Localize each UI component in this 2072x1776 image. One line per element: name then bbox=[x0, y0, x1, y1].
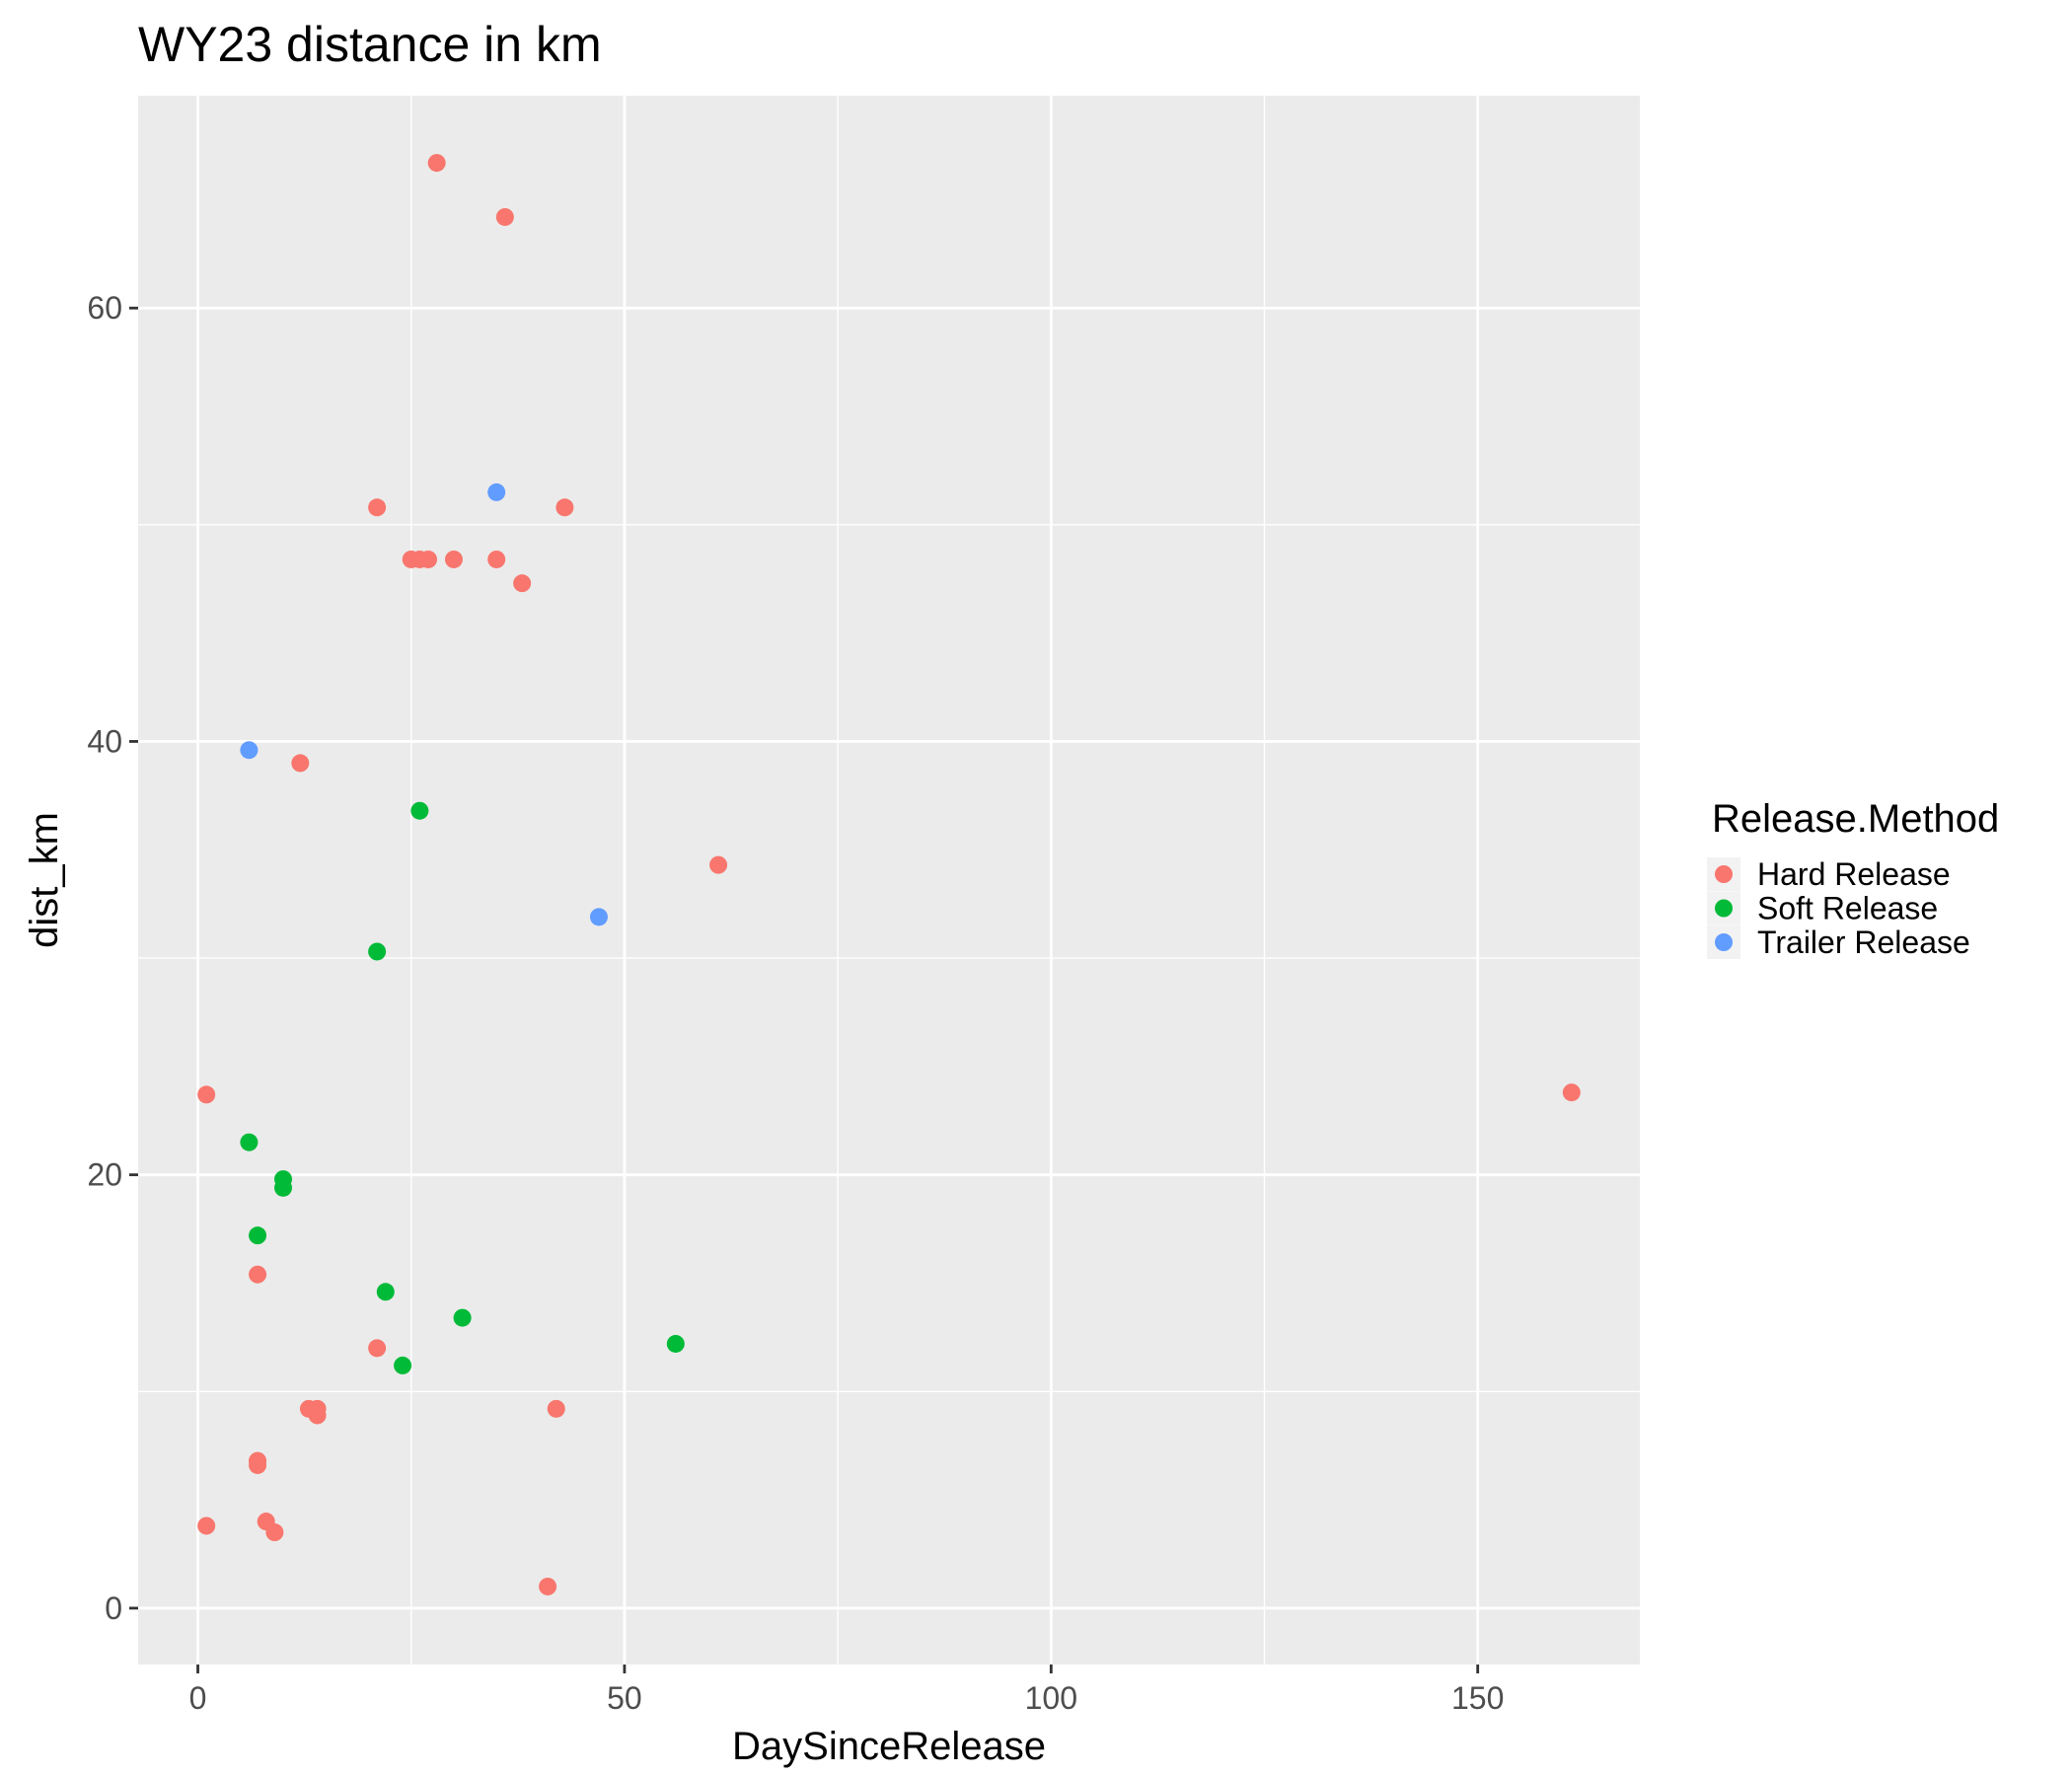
y-tick-label: 0 bbox=[105, 1591, 122, 1626]
y-tick-label: 40 bbox=[87, 723, 122, 759]
data-point bbox=[513, 574, 532, 593]
legend-label: Trailer Release bbox=[1757, 925, 1970, 960]
data-point bbox=[1562, 1083, 1581, 1102]
data-point bbox=[495, 207, 514, 226]
data-points bbox=[197, 154, 1581, 1595]
data-point bbox=[453, 1308, 472, 1327]
data-point bbox=[249, 1451, 267, 1470]
legend-key-marker bbox=[1715, 933, 1733, 951]
data-point bbox=[547, 1399, 565, 1418]
data-point bbox=[197, 1517, 216, 1535]
legend-key-marker bbox=[1715, 865, 1733, 883]
data-point bbox=[240, 741, 259, 760]
x-tick-label: 100 bbox=[1025, 1680, 1077, 1716]
data-point bbox=[368, 498, 387, 517]
data-point bbox=[427, 154, 446, 173]
data-point bbox=[487, 550, 506, 568]
data-point bbox=[419, 550, 438, 568]
data-point bbox=[555, 498, 574, 517]
y-axis-title: dist_km bbox=[23, 812, 66, 948]
x-tick-label: 0 bbox=[189, 1680, 207, 1716]
data-point bbox=[249, 1265, 267, 1284]
x-tick-label: 50 bbox=[607, 1680, 642, 1716]
legend-key-marker bbox=[1715, 899, 1733, 918]
data-point bbox=[240, 1133, 259, 1151]
data-point bbox=[197, 1085, 216, 1104]
x-axis-ticks: 0 50 100 150 bbox=[189, 1665, 1504, 1716]
data-point bbox=[291, 754, 310, 773]
y-axis-ticks: 0 20 40 60 bbox=[87, 290, 138, 1626]
plot-panel bbox=[138, 96, 1640, 1665]
data-point bbox=[376, 1283, 395, 1301]
data-point bbox=[589, 908, 608, 926]
data-point bbox=[444, 550, 463, 568]
chart-title: WY23 distance in km bbox=[138, 17, 602, 72]
y-tick-label: 60 bbox=[87, 290, 122, 326]
y-tick-label: 20 bbox=[87, 1157, 122, 1193]
legend-title: Release.Method bbox=[1712, 797, 1999, 841]
data-point bbox=[368, 1339, 387, 1358]
data-point bbox=[666, 1334, 685, 1353]
data-point bbox=[265, 1523, 284, 1542]
data-point bbox=[274, 1178, 293, 1197]
major-gridlines bbox=[138, 96, 1640, 1665]
data-point bbox=[308, 1406, 327, 1425]
x-tick-label: 150 bbox=[1451, 1680, 1504, 1716]
legend-label: Soft Release bbox=[1757, 891, 1938, 926]
data-point bbox=[249, 1226, 267, 1245]
legend-label: Hard Release bbox=[1757, 856, 1951, 892]
data-point bbox=[487, 482, 506, 501]
data-point bbox=[394, 1356, 412, 1374]
x-axis-title: DaySinceRelease bbox=[732, 1725, 1046, 1768]
data-point bbox=[709, 855, 728, 874]
data-point bbox=[539, 1577, 557, 1595]
data-point bbox=[368, 942, 387, 961]
minor-gridlines bbox=[138, 96, 1640, 1665]
data-point bbox=[410, 801, 429, 820]
